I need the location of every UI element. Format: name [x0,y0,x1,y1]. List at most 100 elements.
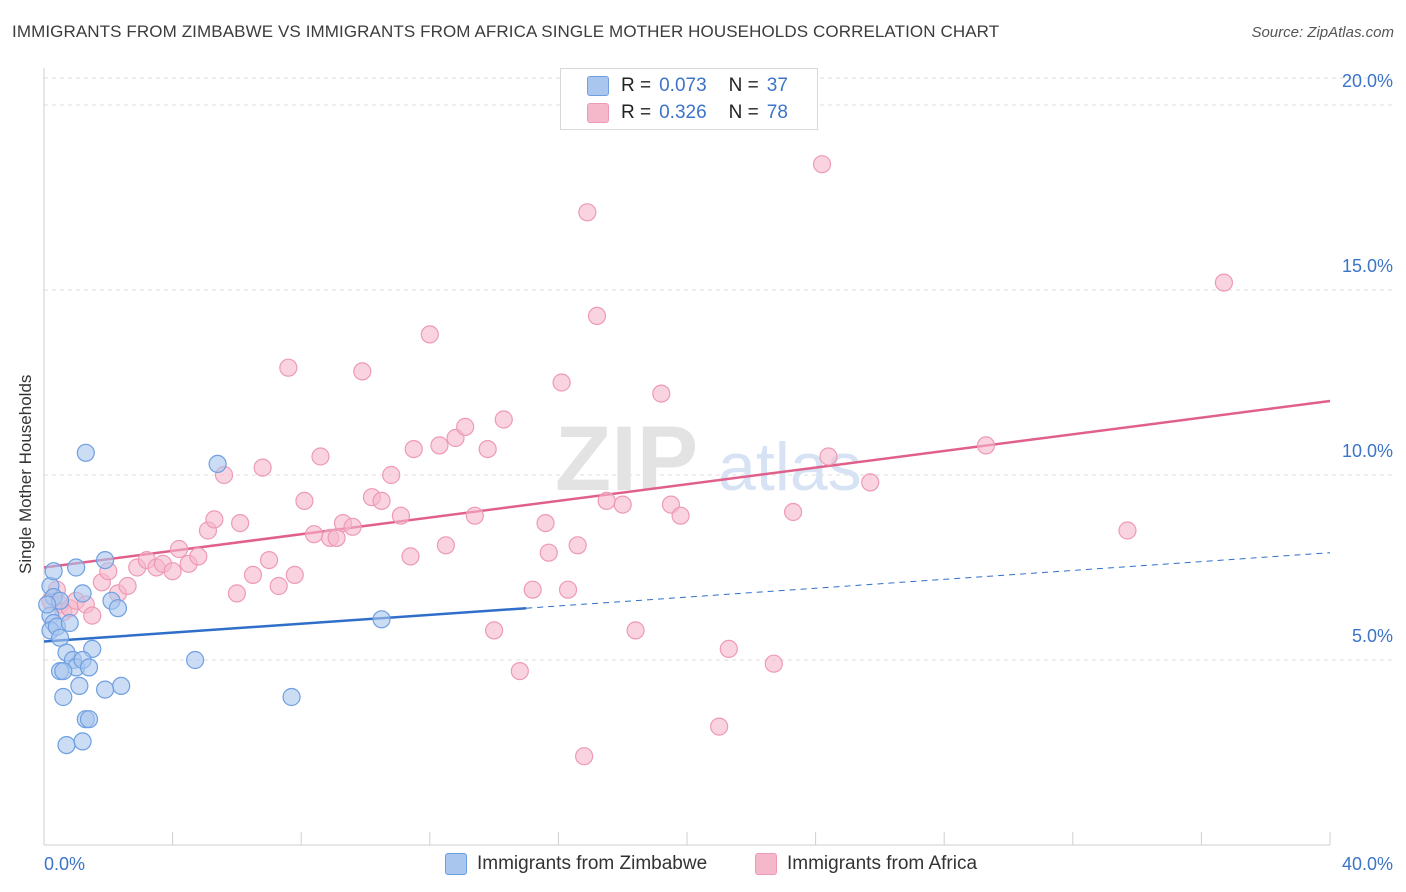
legend-swatch-zimbabwe [587,76,609,96]
point-africa [285,565,304,585]
y-tick-label: 20.0% [1342,71,1393,91]
tick-labels: 5.0% 10.0% 15.0% 20.0% 0.0% 40.0% [44,71,1393,874]
legend-row-zimbabwe: R = 0.073 N = 37 [587,74,788,98]
point-africa [1118,521,1137,540]
point-africa [587,306,607,325]
point-zimbabwe [44,562,63,581]
point-africa [465,506,484,525]
trend-lines [43,399,1331,643]
point-africa [510,661,529,681]
legend-r-value-zimbabwe: 0.073 [659,75,707,96]
point-africa [976,436,996,455]
x-tick-label: 40.0% [1342,854,1393,874]
chart-title: IMMIGRANTS FROM ZIMBABWE VS IMMIGRANTS F… [12,22,1000,41]
point-africa [118,576,137,596]
point-africa [169,539,189,559]
legend-r-label: R = [621,75,652,96]
point-africa [259,550,279,570]
legend-n-label: N = [728,102,759,123]
point-africa [812,155,832,174]
point-zimbabwe [79,658,99,677]
point-africa [372,491,391,510]
legend-n-value-zimbabwe: 37 [766,75,788,96]
point-africa [343,517,362,536]
stats-legend: R = 0.073 N = 37 R = 0.326 N = 78 [560,68,818,130]
point-africa [578,203,597,222]
axes [43,68,1330,846]
point-africa [269,576,288,596]
bottom-legend-label-zimbabwe: Immigrants from Zimbabwe [477,853,708,874]
point-africa [189,547,208,566]
point-africa [401,547,420,566]
point-africa [1214,273,1234,292]
point-africa [456,417,475,436]
point-africa [295,491,314,510]
legend-swatch-africa [587,103,609,123]
point-africa [353,362,372,381]
point-africa [436,536,455,555]
legend-n-value-africa: 78 [766,102,788,123]
trend-line-africa [43,399,1331,569]
point-africa [83,606,102,625]
bottom-legend-label-africa: Immigrants from Africa [787,853,978,874]
point-zimbabwe [108,599,128,618]
point-africa [523,580,542,599]
point-zimbabwe [208,454,227,473]
point-africa [652,384,671,403]
point-africa [539,543,558,562]
y-tick-label: 15.0% [1342,256,1393,276]
x-tick-label: 0.0% [44,854,85,874]
point-zimbabwe [38,595,57,614]
point-africa [163,562,182,581]
point-africa [671,506,690,525]
point-africa [478,440,497,459]
bottom-legend-swatch-zimbabwe [445,853,467,875]
point-africa [710,717,729,736]
source-credit: Source: ZipAtlas.com [1251,24,1394,41]
y-tick-label: 10.0% [1342,441,1393,461]
point-africa [404,440,423,459]
point-zimbabwe [73,584,92,603]
legend-r-label: R = [621,102,652,123]
point-africa [613,495,632,514]
point-africa [311,447,330,466]
point-zimbabwe [54,661,73,681]
point-africa [391,506,410,525]
legend-n-label: N = [728,75,759,96]
point-zimbabwe [57,735,76,755]
point-africa [430,436,449,455]
point-africa [494,410,513,429]
point-zimbabwe [372,610,391,629]
point-africa [626,621,645,640]
point-africa [227,584,246,603]
watermark-atlas: atlas [718,429,862,505]
point-zimbabwe [112,676,131,696]
point-africa [382,465,401,485]
point-africa [764,654,783,673]
point-africa [231,513,250,533]
point-zimbabwe [79,710,99,729]
point-africa [420,325,439,344]
point-africa [205,510,224,529]
point-zimbabwe [95,550,115,570]
point-africa [279,358,298,377]
legend-row-africa: R = 0.326 N = 78 [587,101,788,125]
point-africa [783,502,803,522]
point-africa [568,536,587,555]
point-zimbabwe [76,443,95,462]
point-africa [552,373,571,392]
point-africa [861,473,880,492]
trend-line-zimbabwe [43,606,527,643]
y-tick-label: 5.0% [1352,626,1393,646]
point-africa [597,491,616,510]
point-africa [575,747,594,766]
data-points [38,155,1234,766]
point-africa [253,458,272,477]
point-africa [485,621,504,640]
watermark-zip: ZIP [555,408,698,510]
point-africa [719,639,738,659]
point-africa [304,525,324,544]
y-axis-title: Single Mother Households [16,374,35,574]
point-zimbabwe [95,680,115,699]
